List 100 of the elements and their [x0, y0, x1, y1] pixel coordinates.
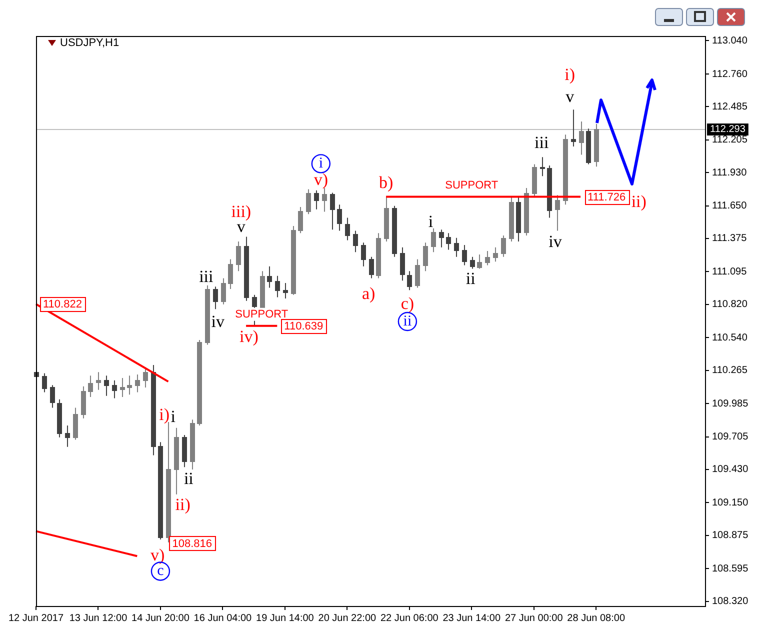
y-tick-label: 110.540 — [712, 332, 748, 344]
x-tick-label: 22 Jun 06:00 — [380, 612, 439, 624]
data-label: SUPPORT — [235, 308, 288, 320]
candlestick — [236, 240, 241, 272]
candlestick — [407, 270, 412, 291]
candlestick — [485, 250, 490, 266]
x-tick-label: 14 Jun 20:00 — [132, 612, 190, 624]
data-label: SUPPORT — [445, 179, 498, 192]
candlestick — [477, 254, 482, 270]
candlestick — [213, 286, 218, 310]
annotation: c) — [400, 294, 414, 313]
candlestick — [415, 258, 420, 288]
annotation: ii — [466, 269, 476, 288]
x-tick-label: 23 Jun 14:00 — [442, 612, 501, 624]
candlestick — [228, 258, 233, 290]
annotation: ii) — [175, 494, 190, 514]
annotation: v — [566, 87, 575, 106]
y-tick-label: 112.485 — [712, 101, 748, 112]
y-tick-label: 112.760 — [712, 68, 748, 80]
candlestick — [345, 217, 350, 241]
candlestick — [446, 232, 451, 250]
data-label: 110.822 — [43, 298, 82, 311]
annotation: i) — [564, 65, 576, 84]
candlestick — [337, 204, 342, 232]
candlestick — [306, 188, 311, 215]
candlestick — [96, 372, 101, 390]
y-tick-label: 108.595 — [712, 563, 749, 574]
candlestick — [462, 244, 467, 266]
annotation: b) — [378, 173, 394, 192]
candlestick — [361, 242, 366, 267]
y-tick-label: 109.705 — [712, 432, 749, 443]
candlestick — [423, 242, 428, 272]
annotation: v) — [150, 546, 165, 565]
annotation: i) — [159, 404, 170, 424]
annotation: ii — [403, 313, 412, 330]
ref-line-label: 112.293 — [710, 124, 746, 136]
candlestick — [571, 109, 576, 147]
x-tick-label: 12 Jun 2017 — [8, 612, 64, 624]
x-tick-label: 19 Jun 14:00 — [256, 612, 314, 624]
annotation: a) — [362, 284, 376, 303]
candlestick — [135, 374, 140, 393]
annotation: ii) — [631, 192, 646, 212]
candlestick — [431, 228, 436, 253]
candlestick — [275, 275, 280, 298]
x-tick-label: 27 Jun 00:00 — [504, 612, 564, 624]
candlestick — [50, 384, 55, 408]
candlestick — [81, 386, 86, 419]
y-tick-label: 111.650 — [712, 200, 748, 212]
annotation: iii — [534, 133, 549, 152]
annotation: 108.816 — [172, 538, 212, 550]
candlestick — [400, 246, 405, 282]
candlestick — [454, 237, 459, 258]
annotation: v) — [314, 170, 328, 190]
x-tick-label: 28 Jun 08:00 — [567, 612, 626, 624]
annotation: c — [157, 563, 164, 580]
annotation: iv — [211, 312, 225, 331]
chart-title: USDJPY,H1 — [60, 37, 120, 49]
annotation: iv) — [240, 326, 258, 346]
y-tick-label: 109.985 — [712, 398, 749, 410]
y-tick-label: 111.095 — [712, 266, 748, 278]
y-tick-label: 108.320 — [712, 596, 749, 607]
candlestick — [267, 266, 272, 288]
x-tick-label: 13 Jun 12:00 — [69, 612, 128, 624]
candlestick — [143, 366, 148, 388]
candlestick — [540, 156, 545, 177]
candlestick — [104, 375, 109, 396]
candlestick — [112, 380, 117, 399]
candlestick — [470, 256, 475, 270]
y-tick-label: 111.930 — [712, 167, 748, 178]
candlestick — [330, 192, 335, 230]
y-tick-label: 111.375 — [712, 233, 748, 244]
candlestick — [127, 375, 132, 396]
candlestick — [73, 407, 78, 440]
candlestick — [555, 194, 560, 232]
candlestick — [283, 282, 288, 299]
candlestick — [120, 378, 125, 398]
candlestick — [493, 246, 498, 262]
y-tick-label: 110.820 — [712, 299, 748, 310]
y-tick-label: 112.205 — [712, 134, 748, 146]
x-tick-label: 20 Jun 22:00 — [318, 612, 377, 624]
y-tick-label: 109.150 — [712, 497, 749, 508]
data-label: 110.639 — [284, 320, 324, 332]
candlestick — [314, 190, 319, 210]
candlestick — [369, 256, 374, 279]
candlestick — [88, 375, 93, 398]
annotation: ii — [184, 468, 194, 488]
candlestick — [221, 278, 226, 305]
annotation: i — [318, 156, 323, 172]
y-tick-label: 109.430 — [712, 464, 749, 476]
y-tick-label: 110.265 — [712, 365, 748, 376]
x-tick-label: 16 Jun 04:00 — [194, 612, 252, 624]
candlestick — [42, 372, 47, 393]
data-label: 111.726 — [588, 191, 626, 204]
candlestick — [353, 230, 358, 253]
annotation: iii — [199, 267, 214, 286]
y-tick-label: 113.040 — [712, 36, 748, 46]
y-tick-label: 108.875 — [712, 530, 749, 542]
candlestick — [501, 235, 506, 258]
candlestick — [579, 121, 584, 156]
candlestick — [439, 229, 444, 248]
